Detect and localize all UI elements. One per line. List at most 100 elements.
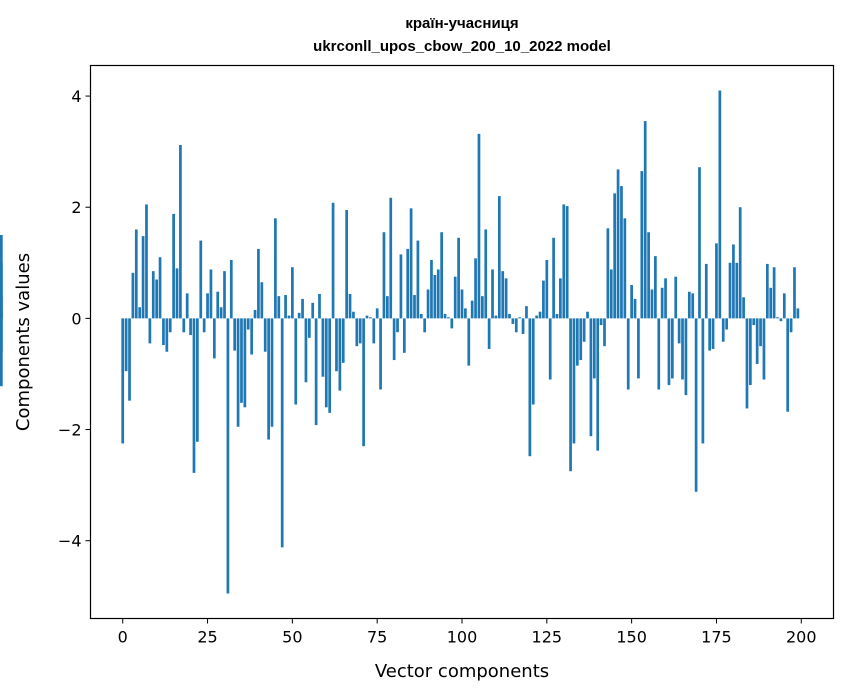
bar-14 <box>168 318 172 333</box>
bar-38 <box>250 318 254 355</box>
bar-50 <box>291 267 294 319</box>
x-axis-ticks: 0 25 50 75 100 125 150 175 200 <box>118 618 817 647</box>
bar-39 <box>253 310 257 319</box>
bar-87 <box>416 240 420 319</box>
bar-161 <box>667 318 671 386</box>
bar-131 <box>565 206 569 319</box>
bar-37 <box>246 318 250 330</box>
bar-147 <box>620 186 623 319</box>
bar-64 <box>338 318 342 391</box>
bar-98 <box>453 276 457 319</box>
bar-27 <box>212 318 216 359</box>
bar-45 <box>274 218 277 319</box>
bar-95 <box>443 313 447 319</box>
bar-undefined <box>0 297 3 319</box>
bar-91 <box>430 260 433 319</box>
y-tick-label: −4 <box>58 532 82 551</box>
bar-93 <box>436 269 440 319</box>
y-axis-ticks: −4 −2 0 2 4 <box>58 87 91 551</box>
bar-33 <box>233 318 237 351</box>
bar-52 <box>297 312 301 319</box>
bar-34 <box>236 318 240 427</box>
bar-26 <box>209 269 213 319</box>
bar-undefined <box>0 235 3 319</box>
bar-30 <box>223 271 226 319</box>
bar-59 <box>321 318 325 377</box>
bar-186 <box>752 318 756 326</box>
bar-68 <box>352 311 355 319</box>
bar-54 <box>304 318 308 383</box>
bar-5 <box>138 307 142 319</box>
bar-57 <box>314 318 318 426</box>
bar-169 <box>694 318 698 492</box>
chart-title: країн-учасниця <box>405 15 518 32</box>
bar-124 <box>542 280 545 319</box>
bar-195 <box>782 293 786 319</box>
bar-188 <box>759 318 762 347</box>
bar-undefined <box>0 318 3 352</box>
bar-170 <box>698 167 701 319</box>
bar-119 <box>525 306 528 319</box>
bar-160 <box>664 278 667 319</box>
bar-155 <box>647 232 650 319</box>
bar-149 <box>626 318 630 390</box>
bar-36 <box>243 318 247 408</box>
bar-21 <box>192 318 196 473</box>
bar-78 <box>386 296 389 319</box>
bar-111 <box>497 196 501 319</box>
bar-199 <box>796 308 800 319</box>
bar-127 <box>552 237 555 319</box>
bar-6 <box>141 236 145 319</box>
x-tick-label: 200 <box>786 628 817 647</box>
bar-100 <box>460 289 464 319</box>
bar-56 <box>311 302 315 319</box>
bar-151 <box>633 298 637 319</box>
bar-173 <box>708 318 712 351</box>
bar-75 <box>375 308 379 319</box>
bar-7 <box>145 204 148 319</box>
bar-112 <box>501 271 505 319</box>
bar-110 <box>494 315 498 319</box>
bar-83 <box>402 318 406 353</box>
bar-58 <box>318 293 321 319</box>
bar-55 <box>307 318 311 338</box>
y-tick-label: 4 <box>71 87 81 106</box>
bar-140 <box>596 318 600 451</box>
bar-63 <box>335 318 338 372</box>
bar-152 <box>637 318 640 379</box>
x-tick-label: 0 <box>118 628 128 647</box>
bar-141 <box>599 318 603 326</box>
bar-90 <box>426 289 430 319</box>
bar-159 <box>660 287 664 319</box>
x-tick-label: 125 <box>532 628 563 647</box>
bar-85 <box>409 208 413 319</box>
y-axis-label: Components values <box>13 253 34 431</box>
x-axis-label: Vector components <box>375 661 549 682</box>
bar-20 <box>189 318 192 336</box>
bar-121 <box>531 318 535 405</box>
bar-175 <box>715 243 718 319</box>
bar-19 <box>185 293 189 319</box>
bar-42 <box>263 318 267 352</box>
bar-31 <box>226 318 230 594</box>
bar-162 <box>670 318 674 379</box>
bar-120 <box>528 318 532 457</box>
bar-8 <box>148 318 152 344</box>
bar-163 <box>674 276 678 319</box>
bar-67 <box>348 293 352 319</box>
bar-126 <box>548 318 552 380</box>
bar-154 <box>643 121 647 319</box>
bar-118 <box>521 318 525 334</box>
bar-4 <box>134 229 138 319</box>
bar-96 <box>447 317 450 319</box>
bar-94 <box>440 232 443 319</box>
bar-172 <box>704 263 708 319</box>
bar-40 <box>257 248 260 319</box>
bar-2 <box>128 318 131 401</box>
bar-41 <box>260 282 264 319</box>
bar-25 <box>206 293 209 319</box>
bar-192 <box>772 267 776 319</box>
bar-53 <box>301 298 304 319</box>
bar-102 <box>467 318 471 366</box>
bar-143 <box>606 228 610 319</box>
